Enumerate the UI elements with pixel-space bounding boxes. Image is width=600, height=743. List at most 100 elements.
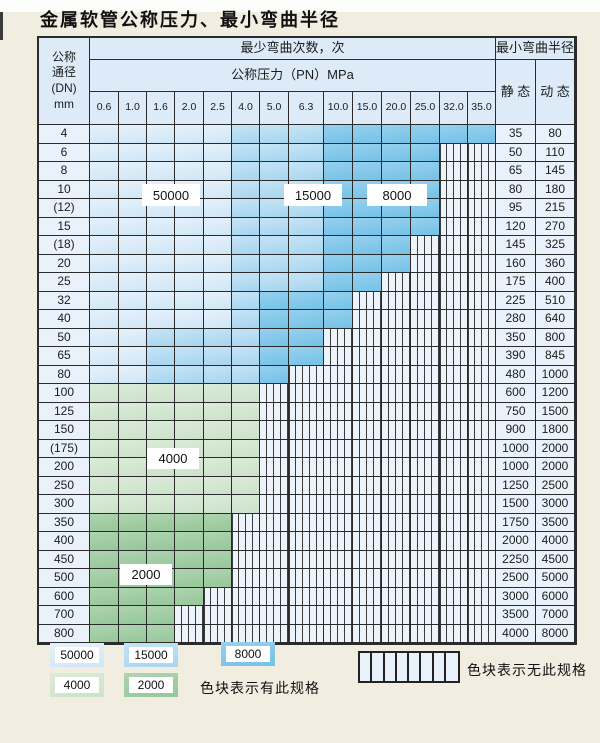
dn-value: 40 <box>39 310 90 329</box>
no-spec-cell <box>468 254 496 273</box>
dynamic-radius-value: 3000 <box>536 495 575 514</box>
dn-value: 100 <box>39 384 90 403</box>
spec-cell-z8 <box>411 162 440 181</box>
spec-cell-z50 <box>147 125 175 144</box>
spec-cell-z2 <box>119 587 147 606</box>
no-spec-cell <box>440 291 468 310</box>
spec-cell-z2 <box>119 606 147 625</box>
no-spec-cell <box>324 495 353 514</box>
no-spec-cell <box>382 550 411 569</box>
spec-cell-z15 <box>289 162 324 181</box>
spec-cell-z15 <box>232 236 260 255</box>
no-spec-cell <box>382 458 411 477</box>
spec-cell-z8 <box>353 162 382 181</box>
no-spec-cell <box>411 421 440 440</box>
no-spec-cell <box>440 143 468 162</box>
spec-cell-z15 <box>289 217 324 236</box>
dn-header-line: (DN) <box>51 81 77 95</box>
no-spec-cell <box>324 476 353 495</box>
dn-value: 125 <box>39 402 90 421</box>
no-spec-cell <box>440 587 468 606</box>
dynamic-radius-value: 1200 <box>536 384 575 403</box>
spec-cell-z8 <box>260 291 289 310</box>
spec-cell-z8 <box>411 217 440 236</box>
no-spec-cell <box>411 365 440 384</box>
pressure-value-header: 25.0 <box>411 92 440 125</box>
spec-cell-z4 <box>90 384 119 403</box>
spec-cell-z15 <box>260 217 289 236</box>
no-spec-cell <box>411 273 440 292</box>
static-radius-value: 145 <box>496 236 536 255</box>
legend-value-15000: 15000 <box>129 647 173 663</box>
dn-value: 4 <box>39 125 90 144</box>
legend-value-4000: 4000 <box>55 677 99 693</box>
dynamic-radius-value: 270 <box>536 217 575 236</box>
spec-cell-z50 <box>175 217 204 236</box>
spec-cell-z50 <box>119 236 147 255</box>
no-spec-cell <box>411 347 440 366</box>
spec-cell-z50 <box>204 143 232 162</box>
spec-cell-z50 <box>119 162 147 181</box>
spec-cell-z2 <box>204 513 232 532</box>
static-radius-value: 390 <box>496 347 536 366</box>
no-spec-cell <box>353 439 382 458</box>
no-spec-cell <box>289 550 324 569</box>
no-spec-cell <box>440 347 468 366</box>
spec-cell-z2 <box>175 532 204 551</box>
no-spec-cell <box>353 476 382 495</box>
no-spec-cell <box>324 384 353 403</box>
no-spec-cell <box>468 143 496 162</box>
dn-value: 32 <box>39 291 90 310</box>
static-radius-value: 900 <box>496 421 536 440</box>
no-spec-cell <box>353 606 382 625</box>
no-spec-cell <box>289 476 324 495</box>
spec-cell-z4 <box>204 402 232 421</box>
spec-cell-z2 <box>204 569 232 588</box>
spec-cell-z4 <box>204 384 232 403</box>
spec-cell-z15 <box>232 199 260 218</box>
no-spec-cell <box>411 458 440 477</box>
no-spec-cell <box>468 162 496 181</box>
spec-cell-z4 <box>119 476 147 495</box>
no-spec-cell <box>175 624 204 643</box>
spec-cell-z2 <box>175 569 204 588</box>
no-spec-cell <box>382 532 411 551</box>
static-radius-value: 65 <box>496 162 536 181</box>
spec-cell-z50 <box>204 291 232 310</box>
no-spec-cell <box>324 550 353 569</box>
spec-cell-z2 <box>147 532 175 551</box>
no-spec-cell <box>411 495 440 514</box>
pressure-value-header: 32.0 <box>440 92 468 125</box>
spec-cell-z50 <box>204 162 232 181</box>
spec-cell-z15 <box>260 273 289 292</box>
dynamic-radius-value: 7000 <box>536 606 575 625</box>
no-spec-cell <box>382 624 411 643</box>
no-spec-cell <box>411 550 440 569</box>
no-spec-cell <box>411 236 440 255</box>
no-spec-cell <box>440 365 468 384</box>
no-spec-cell <box>324 421 353 440</box>
no-spec-cell <box>440 328 468 347</box>
spec-cell-z8 <box>324 310 353 329</box>
spec-cell-z50 <box>204 125 232 144</box>
spec-cell-z50 <box>147 217 175 236</box>
spec-cell-z2 <box>175 513 204 532</box>
dn-value: 350 <box>39 513 90 532</box>
no-spec-cell <box>289 569 324 588</box>
no-spec-cell <box>440 513 468 532</box>
spec-cell-z15 <box>260 199 289 218</box>
no-spec-cell <box>324 587 353 606</box>
spec-cell-z8 <box>382 125 411 144</box>
legend-swatch-8000: 8000 <box>221 642 275 666</box>
no-spec-cell <box>260 624 289 643</box>
spec-cell-z15 <box>175 347 204 366</box>
no-spec-cell <box>232 513 260 532</box>
spec-cell-z50 <box>90 365 119 384</box>
spec-cell-z15 <box>260 254 289 273</box>
legend-value-8000: 8000 <box>226 646 270 662</box>
static-radius-value: 95 <box>496 199 536 218</box>
spec-cell-z2 <box>175 587 204 606</box>
dn-value: 700 <box>39 606 90 625</box>
no-spec-cell <box>289 421 324 440</box>
dn-header-line: mm <box>54 96 74 111</box>
